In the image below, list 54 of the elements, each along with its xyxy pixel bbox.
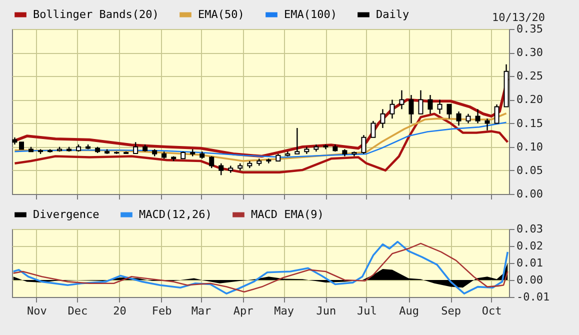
- candlestick: [475, 108, 480, 124]
- y-tick-label: 0.05: [516, 164, 543, 177]
- legend-label: Daily: [376, 8, 410, 21]
- candlestick: [428, 94, 433, 114]
- x-tick-label: Jun: [316, 304, 336, 318]
- x-tick-label: 20: [113, 304, 126, 318]
- candlestick: [294, 127, 300, 155]
- candlestick: [399, 90, 404, 110]
- legend-label: Bollinger Bands(20): [33, 8, 159, 21]
- y-tick-label: 0.35: [516, 22, 543, 36]
- text: 10/13/20: [492, 11, 545, 24]
- x-tick-label: May: [274, 304, 294, 318]
- x-tick-label: Jul: [356, 304, 377, 318]
- y-tick-label: 0.10: [516, 140, 543, 154]
- legend-label: MACD(12,26): [139, 208, 212, 221]
- candlestick: [437, 99, 442, 114]
- candlestick: [456, 110, 462, 126]
- x-tick-label: Nov: [27, 304, 48, 318]
- candlestick: [361, 134, 366, 155]
- line-series: [14, 122, 507, 158]
- y-tick-label: 0.03: [516, 222, 543, 236]
- candlestick: [370, 120, 376, 138]
- legend-label: Divergence: [33, 208, 100, 221]
- legend-label: EMA(100): [284, 8, 337, 21]
- candlestick: [408, 94, 414, 124]
- line-series: [14, 112, 509, 174]
- x-tick-label: Apr: [233, 304, 254, 318]
- y-tick-label: 0.01: [516, 256, 543, 270]
- candlestick: [390, 99, 395, 120]
- x-tick-label: Oct: [482, 304, 502, 318]
- candlestick: [446, 104, 452, 120]
- candlestick: [466, 113, 471, 124]
- x-tick-label: Feb: [152, 304, 172, 318]
- candlestick: [494, 104, 500, 124]
- y-tick-label: 0.00: [516, 274, 543, 286]
- y-tick-label: 0.30: [516, 46, 543, 60]
- legend-label: EMA(50): [198, 8, 244, 21]
- x-tick-label: Dec: [68, 304, 88, 318]
- candlestick: [380, 108, 386, 129]
- y-tick-label: 0.02: [516, 240, 543, 252]
- candlestick: [133, 142, 138, 155]
- line-series: [14, 112, 508, 162]
- y-tick-label: 0.20: [516, 93, 543, 106]
- candlestick: [418, 90, 424, 114]
- y-tick-label: -0.01: [516, 290, 550, 304]
- x-tick-label: Sep: [441, 304, 462, 318]
- y-tick-label: 0.15: [516, 116, 543, 130]
- y-tick-label: 0.25: [516, 70, 543, 83]
- candlestick: [218, 162, 224, 176]
- candlestick: [484, 118, 490, 131]
- legend-label: MACD EMA(9): [251, 208, 324, 221]
- x-tick-label: Mar: [191, 304, 212, 318]
- x-tick-label: Aug: [399, 304, 419, 318]
- y-tick-label: 0.00: [516, 188, 543, 200]
